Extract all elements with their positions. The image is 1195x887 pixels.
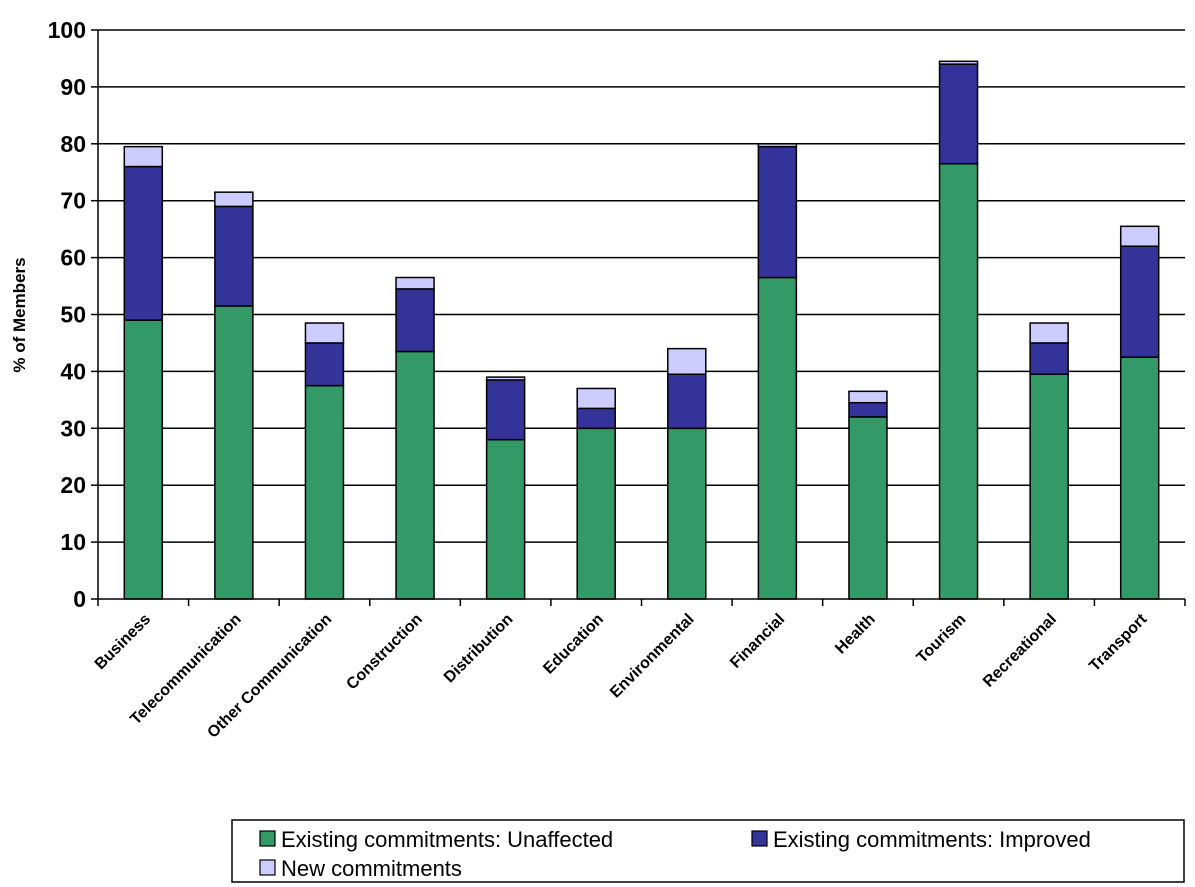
bar-segment xyxy=(304,322,345,344)
bar-segment xyxy=(938,60,979,65)
bar-segment xyxy=(757,145,798,279)
x-category-label: Distribution xyxy=(441,611,516,686)
bar-segment xyxy=(576,387,616,410)
y-axis-ticks: 0 10 20 30 40 50 60 70 80 90 100 xyxy=(48,17,98,612)
bar-segment xyxy=(938,162,979,600)
x-category-label: Education xyxy=(540,611,607,678)
x-category-label: Health xyxy=(832,611,879,658)
y-tick-label: 70 xyxy=(60,188,86,214)
y-tick-label: 50 xyxy=(60,302,86,328)
legend-label: New commitments xyxy=(281,856,462,881)
bar-segment xyxy=(667,427,707,600)
bar-segment xyxy=(576,427,616,600)
bars xyxy=(123,60,1160,600)
y-tick-label: 40 xyxy=(60,358,86,384)
bar-segment xyxy=(1029,342,1069,375)
y-tick-label: 10 xyxy=(60,529,86,555)
bar-segment xyxy=(123,319,164,600)
bar-segment xyxy=(485,379,526,441)
y-tick-label: 60 xyxy=(60,245,86,271)
bar-segment xyxy=(304,342,345,387)
y-tick-label: 100 xyxy=(48,17,86,43)
bar-segment xyxy=(1119,245,1160,358)
bar-segment xyxy=(304,384,345,600)
y-tick-label: 30 xyxy=(60,415,86,441)
legend-swatch xyxy=(751,830,768,847)
bar-segment xyxy=(848,390,888,404)
bar-segment xyxy=(395,288,435,353)
bar-segment xyxy=(576,407,616,430)
bar-segment xyxy=(214,205,254,307)
bar-segment xyxy=(848,416,888,600)
bar-segment xyxy=(1119,356,1160,600)
x-category-label: Environmental xyxy=(607,611,698,702)
legend-box xyxy=(231,819,1185,883)
legend-swatch xyxy=(259,830,276,847)
bar-segment xyxy=(848,401,888,418)
bar-segment xyxy=(485,438,526,600)
gridlines xyxy=(98,29,1185,543)
legend: Existing commitments: Unaffected Existing… xyxy=(231,819,1185,883)
bar-segment xyxy=(667,373,707,430)
bar-segment xyxy=(123,145,164,168)
x-category-label: Construction xyxy=(343,611,425,693)
bar-segment xyxy=(395,276,435,290)
bar-segment xyxy=(757,143,798,148)
bar-segment xyxy=(214,305,254,600)
x-category-label: Financial xyxy=(727,611,788,672)
bar-segment xyxy=(938,63,979,165)
legend-label: Existing commitments: Improved xyxy=(773,827,1091,852)
axes xyxy=(97,30,1186,606)
y-tick-label: 90 xyxy=(60,74,86,100)
bar-segment xyxy=(1029,322,1069,344)
x-category-label: Business xyxy=(92,611,154,673)
bar-segment xyxy=(1029,373,1069,600)
x-category-label: Recreational xyxy=(980,611,1060,691)
bar-segment xyxy=(123,165,164,321)
y-axis-title: % of Members xyxy=(10,257,29,372)
bar-segment xyxy=(757,276,798,600)
bar-segment xyxy=(485,376,526,381)
y-tick-label: 20 xyxy=(60,472,86,498)
x-category-label: Transport xyxy=(1086,610,1151,675)
x-category-label: Tourism xyxy=(914,611,970,667)
legend-label: Existing commitments: Unaffected xyxy=(281,827,613,852)
bar-segment xyxy=(214,191,254,208)
legend-swatch xyxy=(259,859,276,876)
bar-segment xyxy=(667,347,707,375)
y-tick-label: 80 xyxy=(60,131,86,157)
y-tick-label: 0 xyxy=(73,586,86,612)
bar-segment xyxy=(395,350,435,600)
bar-segment xyxy=(1119,225,1160,247)
